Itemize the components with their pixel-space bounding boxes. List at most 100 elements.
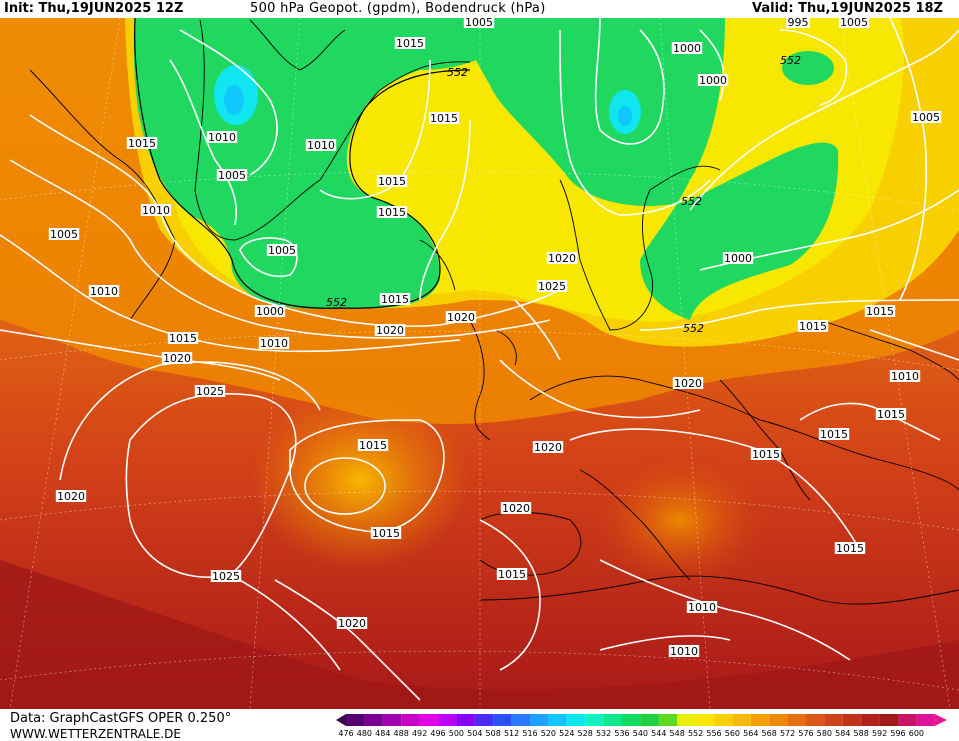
legend-tick-label: 488 (394, 729, 409, 738)
isobar-label: 1020 (546, 252, 578, 265)
valid-time: Valid: Thu,19JUN2025 18Z (752, 1, 943, 16)
legend-swatch (382, 714, 402, 726)
svg-text:1020: 1020 (163, 352, 191, 365)
isobar-label: 1010 (88, 285, 120, 298)
legend-tick-label: 576 (798, 729, 813, 738)
svg-text:1015: 1015 (836, 542, 864, 555)
legend-tick-label: 520 (541, 729, 556, 738)
legend-swatch (530, 714, 549, 726)
isobar-label: 1015 (875, 408, 907, 421)
isobar-label: 1020 (445, 311, 477, 324)
isobar-label: 1020 (374, 324, 406, 337)
legend-arrow-left (336, 714, 346, 726)
isobar-label: 1015 (797, 320, 829, 333)
isobar-label: 1015 (750, 448, 782, 461)
color-legend: 476 480 484 488 492 496 500 504 508 512 516 520 524 5… (336, 714, 947, 738)
legend-tick-label: 500 (449, 729, 464, 738)
legend-swatch (474, 714, 494, 726)
isobar-label: 1010 (140, 204, 172, 217)
svg-text:1020: 1020 (447, 311, 475, 324)
legend-tick-label: 572 (780, 729, 795, 738)
svg-text:1000: 1000 (699, 74, 727, 87)
isobar-label: 1020 (55, 490, 87, 503)
legend-tick-label: 476 (338, 729, 353, 738)
legend-tick-label: 496 (430, 729, 445, 738)
svg-text:1020: 1020 (674, 377, 702, 390)
field-med-warm-core (590, 450, 770, 590)
isobar-label: 1025 (194, 385, 226, 398)
isobar-label: 1025 (210, 570, 242, 583)
field-cold-core-east-2 (618, 106, 632, 126)
geo-label: 552 (683, 322, 704, 335)
legend-tick-label: 552 (688, 729, 703, 738)
legend-tick-label: 480 (357, 729, 372, 738)
isobar-label: 1005 (463, 16, 495, 29)
isobar-label: 995 (786, 16, 810, 29)
legend-swatch (456, 714, 475, 726)
svg-text:1025: 1025 (196, 385, 224, 398)
isobar-label: 1015 (167, 332, 199, 345)
isobar-label: 1015 (428, 112, 460, 125)
isobar-label: 1015 (834, 542, 866, 555)
legend-swatch (401, 714, 420, 726)
svg-text:1015: 1015 (430, 112, 458, 125)
svg-text:1010: 1010 (670, 645, 698, 658)
isobar-label: 1020 (161, 352, 193, 365)
svg-text:1015: 1015 (128, 137, 156, 150)
isobar-label: 1025 (536, 280, 568, 293)
isobar-labels: 1015 1005 1000 1015 1005 995 1000 1005 1015 1010 1… (48, 16, 942, 658)
isobar-label: 1005 (266, 244, 298, 257)
legend-swatch (658, 714, 678, 726)
svg-text:1000: 1000 (256, 305, 284, 318)
svg-text:1020: 1020 (376, 324, 404, 337)
field-azores-warm-core (250, 390, 470, 570)
legend-swatch (511, 714, 530, 726)
isobar-label: 1020 (532, 441, 564, 454)
legend-swatch (806, 714, 825, 726)
legend-swatch (842, 714, 862, 726)
legend-swatch (438, 714, 457, 726)
legend-tick-label: 596 (890, 729, 905, 738)
legend-tick-label: 484 (375, 729, 390, 738)
svg-text:1005: 1005 (268, 244, 296, 257)
isobar-label: 1005 (910, 111, 942, 124)
legend-tick-label: 568 (762, 729, 777, 738)
legend-swatch (769, 714, 788, 726)
header-bar: Init: Thu,19JUN2025 12Z 500 hPa Geopot. … (0, 0, 959, 18)
legend-tick-label: 508 (486, 729, 501, 738)
legend-swatch (750, 714, 770, 726)
svg-text:1020: 1020 (502, 502, 530, 515)
svg-text:1015: 1015 (752, 448, 780, 461)
isobar-label: 1005 (48, 228, 80, 241)
geo-label: 552 (681, 195, 702, 208)
svg-text:1015: 1015 (372, 527, 400, 540)
legend-tick-label: 528 (578, 729, 593, 738)
field-dark-red-south (0, 560, 959, 709)
legend-tick-label: 544 (651, 729, 666, 738)
svg-text:1005: 1005 (465, 16, 493, 29)
geo-label: 552 (780, 54, 801, 67)
svg-text:1015: 1015 (396, 37, 424, 50)
legend-tick-label: 492 (412, 729, 427, 738)
geo-label: 552 (326, 296, 347, 309)
legend-tick-label: 524 (559, 729, 574, 738)
legend-tick-label: 548 (670, 729, 685, 738)
legend-swatch (566, 714, 586, 726)
svg-text:995: 995 (788, 16, 809, 29)
svg-text:1015: 1015 (498, 568, 526, 581)
isobar-label: 1010 (686, 601, 718, 614)
site-url: WWW.WETTERZENTRALE.DE (10, 727, 181, 741)
svg-text:1015: 1015 (820, 428, 848, 441)
isobar-label: 1005 (838, 16, 870, 29)
isobar-label: 1010 (668, 645, 700, 658)
svg-text:1015: 1015 (866, 305, 894, 318)
legend-tick-label: 560 (725, 729, 740, 738)
isobar-label: 1020 (336, 617, 368, 630)
svg-text:1025: 1025 (538, 280, 566, 293)
svg-text:1010: 1010 (90, 285, 118, 298)
svg-text:1005: 1005 (50, 228, 78, 241)
data-source: Data: GraphCastGFS OPER 0.250° (10, 711, 232, 726)
svg-text:1005: 1005 (840, 16, 868, 29)
isobar-label: 1010 (305, 139, 337, 152)
